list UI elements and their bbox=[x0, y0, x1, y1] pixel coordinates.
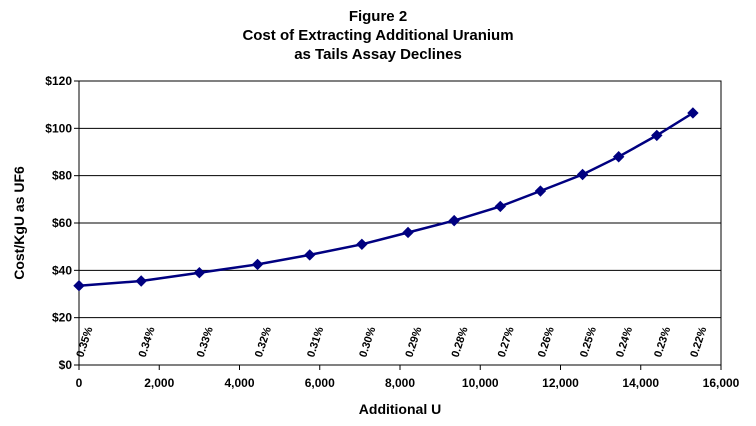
data-point-label: 0.34% bbox=[137, 325, 158, 359]
data-point-label: 0.28% bbox=[450, 325, 471, 359]
x-tick-label: 12,000 bbox=[542, 376, 579, 390]
data-point bbox=[651, 129, 663, 142]
title-line: Figure 2 bbox=[349, 8, 407, 25]
title-line: Cost of Extracting Additional Uranium bbox=[242, 27, 513, 44]
y-tick-label: $100 bbox=[45, 121, 72, 135]
data-point-label: 0.33% bbox=[195, 325, 216, 359]
y-tick-label: $20 bbox=[52, 311, 72, 325]
data-point bbox=[251, 258, 264, 271]
data-point bbox=[73, 280, 85, 292]
y-axis-label: Cost/KgU as UF6 bbox=[11, 166, 27, 280]
y-tick-label: $80 bbox=[52, 169, 72, 183]
x-tick-label: 2,000 bbox=[144, 376, 174, 390]
y-tick-label: $60 bbox=[52, 216, 72, 230]
x-tick-label: 0 bbox=[76, 376, 83, 390]
data-point bbox=[612, 151, 625, 163]
x-axis-label: Additional U bbox=[359, 401, 441, 417]
data-point-label: 0.26% bbox=[536, 325, 557, 359]
x-axis: 0 2,000 4,000 6,000 8,000 10,000 12,000 14,000 1… bbox=[76, 365, 740, 390]
data-point-label: 0.27% bbox=[496, 325, 517, 359]
x-tick-label: 14,000 bbox=[622, 376, 659, 390]
y-tick-label: $40 bbox=[52, 263, 72, 277]
x-tick-label: 10,000 bbox=[462, 376, 499, 390]
data-point bbox=[448, 214, 460, 227]
y-tick-label: $120 bbox=[45, 74, 72, 88]
point-annotations: 0.35% 0.34% 0.33% 0.32% 0.31% 0.30% 0.29% 0.28%… bbox=[74, 325, 709, 359]
data-point bbox=[304, 249, 316, 261]
data-point-label: 0.35% bbox=[74, 325, 95, 359]
data-point bbox=[402, 226, 414, 239]
data-point-label: 0.30% bbox=[357, 325, 378, 359]
y-axis: $0 $20 $40 $60 $80 $100 $120 bbox=[45, 74, 79, 372]
data-point bbox=[135, 275, 147, 287]
data-point bbox=[534, 185, 547, 197]
gridlines bbox=[79, 127, 721, 319]
x-tick-label: 4,000 bbox=[224, 376, 254, 390]
series-line bbox=[78, 111, 694, 287]
data-point bbox=[193, 266, 206, 279]
title-line: as Tails Assay Declines bbox=[294, 46, 462, 63]
x-tick-label: 6,000 bbox=[305, 376, 335, 390]
chart-title: Figure 2 Cost of Extracting Additional Ur… bbox=[242, 8, 513, 63]
x-tick-label: 16,000 bbox=[703, 376, 740, 390]
data-point bbox=[494, 200, 507, 213]
data-point-label: 0.24% bbox=[614, 325, 635, 359]
y-tick-label: $0 bbox=[59, 358, 73, 372]
series-markers bbox=[73, 107, 699, 292]
data-point-label: 0.32% bbox=[253, 325, 274, 359]
data-point-label: 0.31% bbox=[305, 325, 326, 359]
data-point-label: 0.23% bbox=[652, 325, 673, 359]
data-point bbox=[687, 107, 699, 119]
data-point bbox=[356, 238, 368, 251]
data-point-label: 0.29% bbox=[403, 325, 424, 359]
x-tick-label: 8,000 bbox=[385, 376, 415, 390]
data-point-label: 0.22% bbox=[688, 325, 709, 359]
data-point bbox=[576, 168, 589, 181]
data-point-label: 0.25% bbox=[578, 325, 599, 359]
